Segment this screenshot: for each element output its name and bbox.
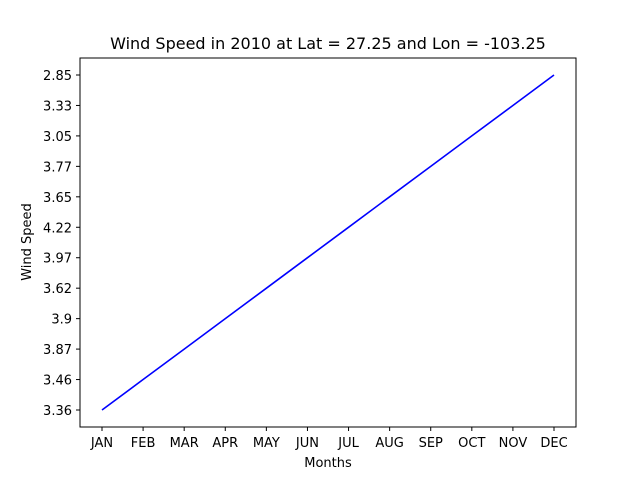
y-axis: 3.36 3.46 3.87 3.9 3.62 3.97 4.22 3.65 3.77 3.05 3…	[43, 69, 80, 419]
y-tick-label: 4.22	[43, 221, 72, 236]
x-tick-label: OCT	[458, 436, 485, 451]
y-tick-label: 3.77	[43, 160, 72, 175]
x-axis-label: Months	[304, 456, 352, 471]
x-tick-label: MAR	[170, 436, 199, 451]
y-tick-label: 3.62	[43, 282, 72, 297]
y-tick-label: 3.87	[43, 343, 72, 358]
y-tick-label: 3.9	[51, 313, 72, 328]
y-tick-label: 3.97	[43, 252, 72, 267]
y-tick-label: 3.33	[43, 99, 72, 114]
y-tick-label: 3.36	[43, 404, 72, 419]
chart-title: Wind Speed in 2010 at Lat = 27.25 and Lo…	[110, 34, 546, 53]
x-tick-label: JUN	[295, 436, 319, 451]
y-tick-label: 3.05	[43, 130, 72, 145]
x-tick-label: DEC	[540, 436, 567, 451]
x-tick-label: APR	[212, 436, 238, 451]
x-tick-label: NOV	[499, 436, 528, 451]
y-tick-label: 3.65	[43, 191, 72, 206]
x-tick-label: JAN	[90, 436, 113, 451]
x-tick-label: JUL	[337, 436, 359, 451]
y-tick-label: 3.46	[43, 374, 72, 389]
x-tick-label: SEP	[419, 436, 443, 451]
series-line	[101, 74, 555, 411]
y-axis-label: Wind Speed	[20, 203, 35, 281]
x-tick-label: MAY	[253, 436, 280, 451]
plot-area	[79, 57, 577, 428]
x-tick-label: AUG	[375, 436, 403, 451]
x-tick-label: FEB	[131, 436, 156, 451]
x-axis: JAN FEB MAR APR MAY JUN JUL AUG SEP OCT NOV DEC	[90, 427, 568, 451]
y-tick-label: 2.85	[43, 69, 72, 84]
